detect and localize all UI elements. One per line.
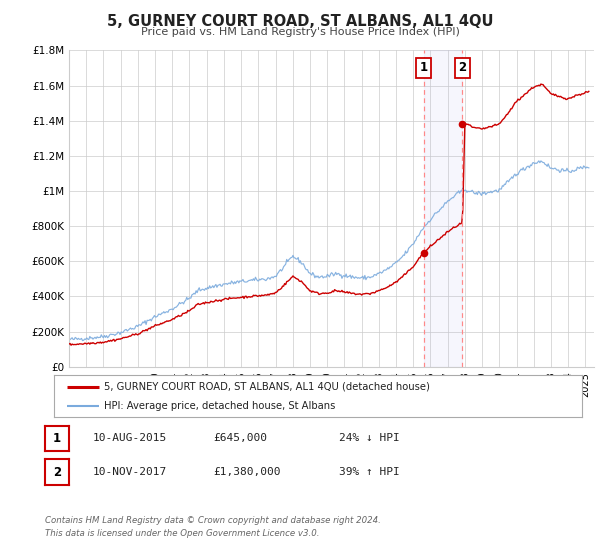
Text: £645,000: £645,000: [213, 433, 267, 444]
Text: 5, GURNEY COURT ROAD, ST ALBANS, AL1 4QU: 5, GURNEY COURT ROAD, ST ALBANS, AL1 4QU: [107, 14, 493, 29]
Text: 5, GURNEY COURT ROAD, ST ALBANS, AL1 4QU (detached house): 5, GURNEY COURT ROAD, ST ALBANS, AL1 4QU…: [104, 381, 430, 391]
Text: Price paid vs. HM Land Registry's House Price Index (HPI): Price paid vs. HM Land Registry's House …: [140, 27, 460, 37]
Text: 10-NOV-2017: 10-NOV-2017: [93, 467, 167, 477]
Text: 2: 2: [458, 61, 467, 74]
Text: 24% ↓ HPI: 24% ↓ HPI: [339, 433, 400, 444]
Text: 1: 1: [53, 432, 61, 445]
Text: 39% ↑ HPI: 39% ↑ HPI: [339, 467, 400, 477]
Text: Contains HM Land Registry data © Crown copyright and database right 2024.: Contains HM Land Registry data © Crown c…: [45, 516, 381, 525]
Text: HPI: Average price, detached house, St Albans: HPI: Average price, detached house, St A…: [104, 401, 335, 411]
Text: This data is licensed under the Open Government Licence v3.0.: This data is licensed under the Open Gov…: [45, 529, 320, 538]
Text: 1: 1: [419, 61, 428, 74]
Text: 10-AUG-2015: 10-AUG-2015: [93, 433, 167, 444]
Text: £1,380,000: £1,380,000: [213, 467, 281, 477]
Text: 2: 2: [53, 465, 61, 479]
Bar: [424, 50, 463, 367]
